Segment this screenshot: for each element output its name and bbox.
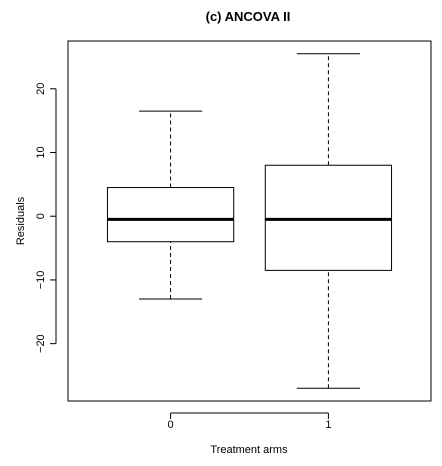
- y-tick-label: −10: [35, 271, 47, 290]
- box-iqr: [264, 164, 393, 271]
- y-tick-label: 20: [35, 83, 47, 95]
- x-tick-label: 0: [168, 419, 174, 431]
- box-iqr: [106, 187, 235, 243]
- chart-title: (c) ANCOVA II: [206, 9, 291, 24]
- boxes-group: [106, 53, 393, 389]
- y-tick-label: 0: [35, 213, 47, 219]
- box-category-0: [106, 110, 235, 300]
- box-category-1: [264, 53, 393, 389]
- x-tick-label: 1: [325, 419, 331, 431]
- y-axis: 20 10 0 −10 −20: [35, 83, 57, 353]
- y-tick-label: 10: [35, 146, 47, 158]
- x-axis-label: Treatment arms: [210, 444, 288, 456]
- plot-frame: [67, 40, 432, 402]
- y-tick-label: −20: [35, 334, 47, 353]
- y-axis-label: Residuals: [15, 196, 27, 245]
